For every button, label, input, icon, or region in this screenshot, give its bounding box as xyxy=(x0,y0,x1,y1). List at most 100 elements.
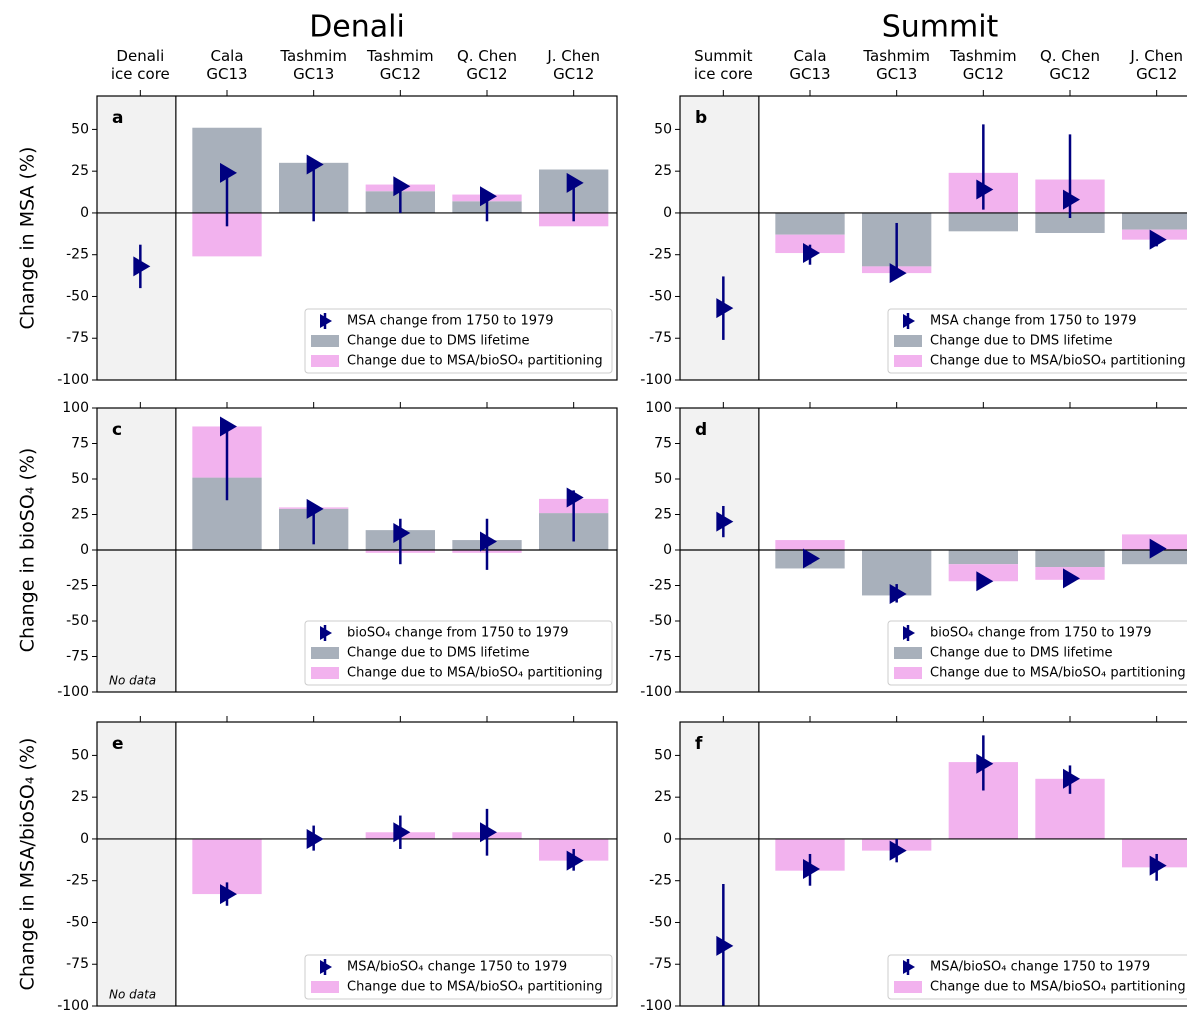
panel-label: f xyxy=(695,734,703,754)
legend-swatch xyxy=(311,647,339,659)
y-tick-label: -100 xyxy=(57,372,89,388)
panel-label: b xyxy=(695,108,707,128)
legend-label: bioSO₄ change from 1750 to 1979 xyxy=(930,626,1152,641)
y-tick-label: 0 xyxy=(80,542,89,558)
legend-label: Change due to MSA/bioSO₄ partitioning xyxy=(347,980,603,995)
y-tick-label: 25 xyxy=(654,507,672,523)
y-tick-label: -25 xyxy=(66,247,89,263)
bar xyxy=(948,564,1018,582)
legend-label: Change due to DMS lifetime xyxy=(930,646,1113,661)
category-label: Tashmim GC12 xyxy=(367,47,434,83)
category-label: J. Chen GC12 xyxy=(1130,47,1183,83)
y-tick-label: 0 xyxy=(663,831,672,847)
legend-label: Change due to MSA/bioSO₄ partitioning xyxy=(347,354,603,369)
legend-box xyxy=(887,620,1187,686)
legend-marker xyxy=(903,314,915,328)
bar xyxy=(1035,212,1105,233)
category-label: Tashmim GC12 xyxy=(950,47,1017,83)
legend-marker xyxy=(320,314,332,328)
ice-core-region xyxy=(97,96,176,380)
marker xyxy=(133,256,151,277)
legend-box xyxy=(304,620,613,686)
y-axis-label: Change in bioSO₄ (%) xyxy=(17,448,39,653)
y-tick-label: -50 xyxy=(649,288,672,304)
category-label: Cala GC13 xyxy=(206,47,248,83)
y-tick-label: 75 xyxy=(654,436,672,452)
y-axis-label: Change in MSA (%) xyxy=(17,147,39,330)
axes-frame xyxy=(679,407,1187,693)
marker xyxy=(976,179,994,200)
marker xyxy=(306,154,324,175)
y-tick-label: 0 xyxy=(663,542,672,558)
column-title: Summit xyxy=(882,10,999,45)
axes-frame xyxy=(96,721,618,1007)
marker xyxy=(1063,568,1080,589)
marker xyxy=(566,850,584,871)
y-tick-label: 50 xyxy=(71,471,89,487)
ice-core-region xyxy=(680,722,759,1006)
marker xyxy=(889,584,907,605)
y-tick-label: 100 xyxy=(645,400,672,416)
y-tick-label: -75 xyxy=(649,956,672,972)
marker xyxy=(220,416,237,437)
panel-label: a xyxy=(112,108,123,128)
legend-marker xyxy=(903,960,915,974)
marker xyxy=(716,298,734,319)
category-label: Q. Chen GC12 xyxy=(1039,47,1101,83)
column-title: Denali xyxy=(309,10,405,45)
legend-box xyxy=(304,954,613,1000)
legend-marker xyxy=(320,960,332,974)
legend-label: MSA/bioSO₄ change 1750 to 1979 xyxy=(347,960,567,975)
legend-label: Change due to DMS lifetime xyxy=(930,334,1113,349)
marker xyxy=(976,571,994,592)
panel-label: d xyxy=(695,420,707,440)
legend-box xyxy=(887,954,1187,1000)
marker xyxy=(976,753,994,774)
marker xyxy=(480,531,497,552)
legend-label: MSA/bioSO₄ change 1750 to 1979 xyxy=(930,960,1150,975)
marker xyxy=(220,884,237,905)
marker xyxy=(220,162,237,183)
legend-label: Change due to MSA/bioSO₄ partitioning xyxy=(930,354,1186,369)
annotation: No data xyxy=(109,988,156,1002)
y-tick-label: 0 xyxy=(80,831,89,847)
marker xyxy=(1149,229,1167,250)
legend-swatch xyxy=(894,335,922,347)
y-tick-label: -25 xyxy=(649,578,672,594)
y-axis-label: Change in MSA/bioSO₄ (%) xyxy=(17,738,39,991)
y-tick-label: -75 xyxy=(66,956,89,972)
legend-label: Change due to DMS lifetime xyxy=(347,334,530,349)
y-tick-label: -25 xyxy=(66,873,89,889)
y-tick-label: -25 xyxy=(649,873,672,889)
y-tick-label: -50 xyxy=(649,613,672,629)
ice-core-region xyxy=(680,96,759,380)
marker xyxy=(716,935,734,956)
legend-label: bioSO₄ change from 1750 to 1979 xyxy=(347,626,569,641)
bar xyxy=(1122,550,1187,565)
bar xyxy=(775,234,845,254)
y-tick-label: 50 xyxy=(654,471,672,487)
y-tick-label: -75 xyxy=(649,330,672,346)
y-tick-label: 50 xyxy=(71,121,89,137)
marker xyxy=(566,172,584,193)
category-label: Cala GC13 xyxy=(789,47,831,83)
y-tick-label: -75 xyxy=(66,330,89,346)
ice-core-region xyxy=(97,722,176,1006)
axes-frame xyxy=(96,407,618,693)
y-tick-label: 50 xyxy=(654,121,672,137)
marker xyxy=(480,186,497,207)
y-tick-label: -100 xyxy=(57,998,89,1014)
legend-swatch xyxy=(894,667,922,679)
marker xyxy=(1149,538,1167,559)
bar xyxy=(948,550,1018,565)
marker xyxy=(393,176,411,197)
marker xyxy=(566,487,584,508)
legend-swatch xyxy=(311,355,339,367)
panel-label: e xyxy=(112,734,124,754)
marker xyxy=(393,822,411,843)
y-tick-label: -100 xyxy=(640,372,672,388)
y-tick-label: 50 xyxy=(71,747,89,763)
y-tick-label: 25 xyxy=(654,789,672,805)
axes-frame xyxy=(679,721,1187,1007)
